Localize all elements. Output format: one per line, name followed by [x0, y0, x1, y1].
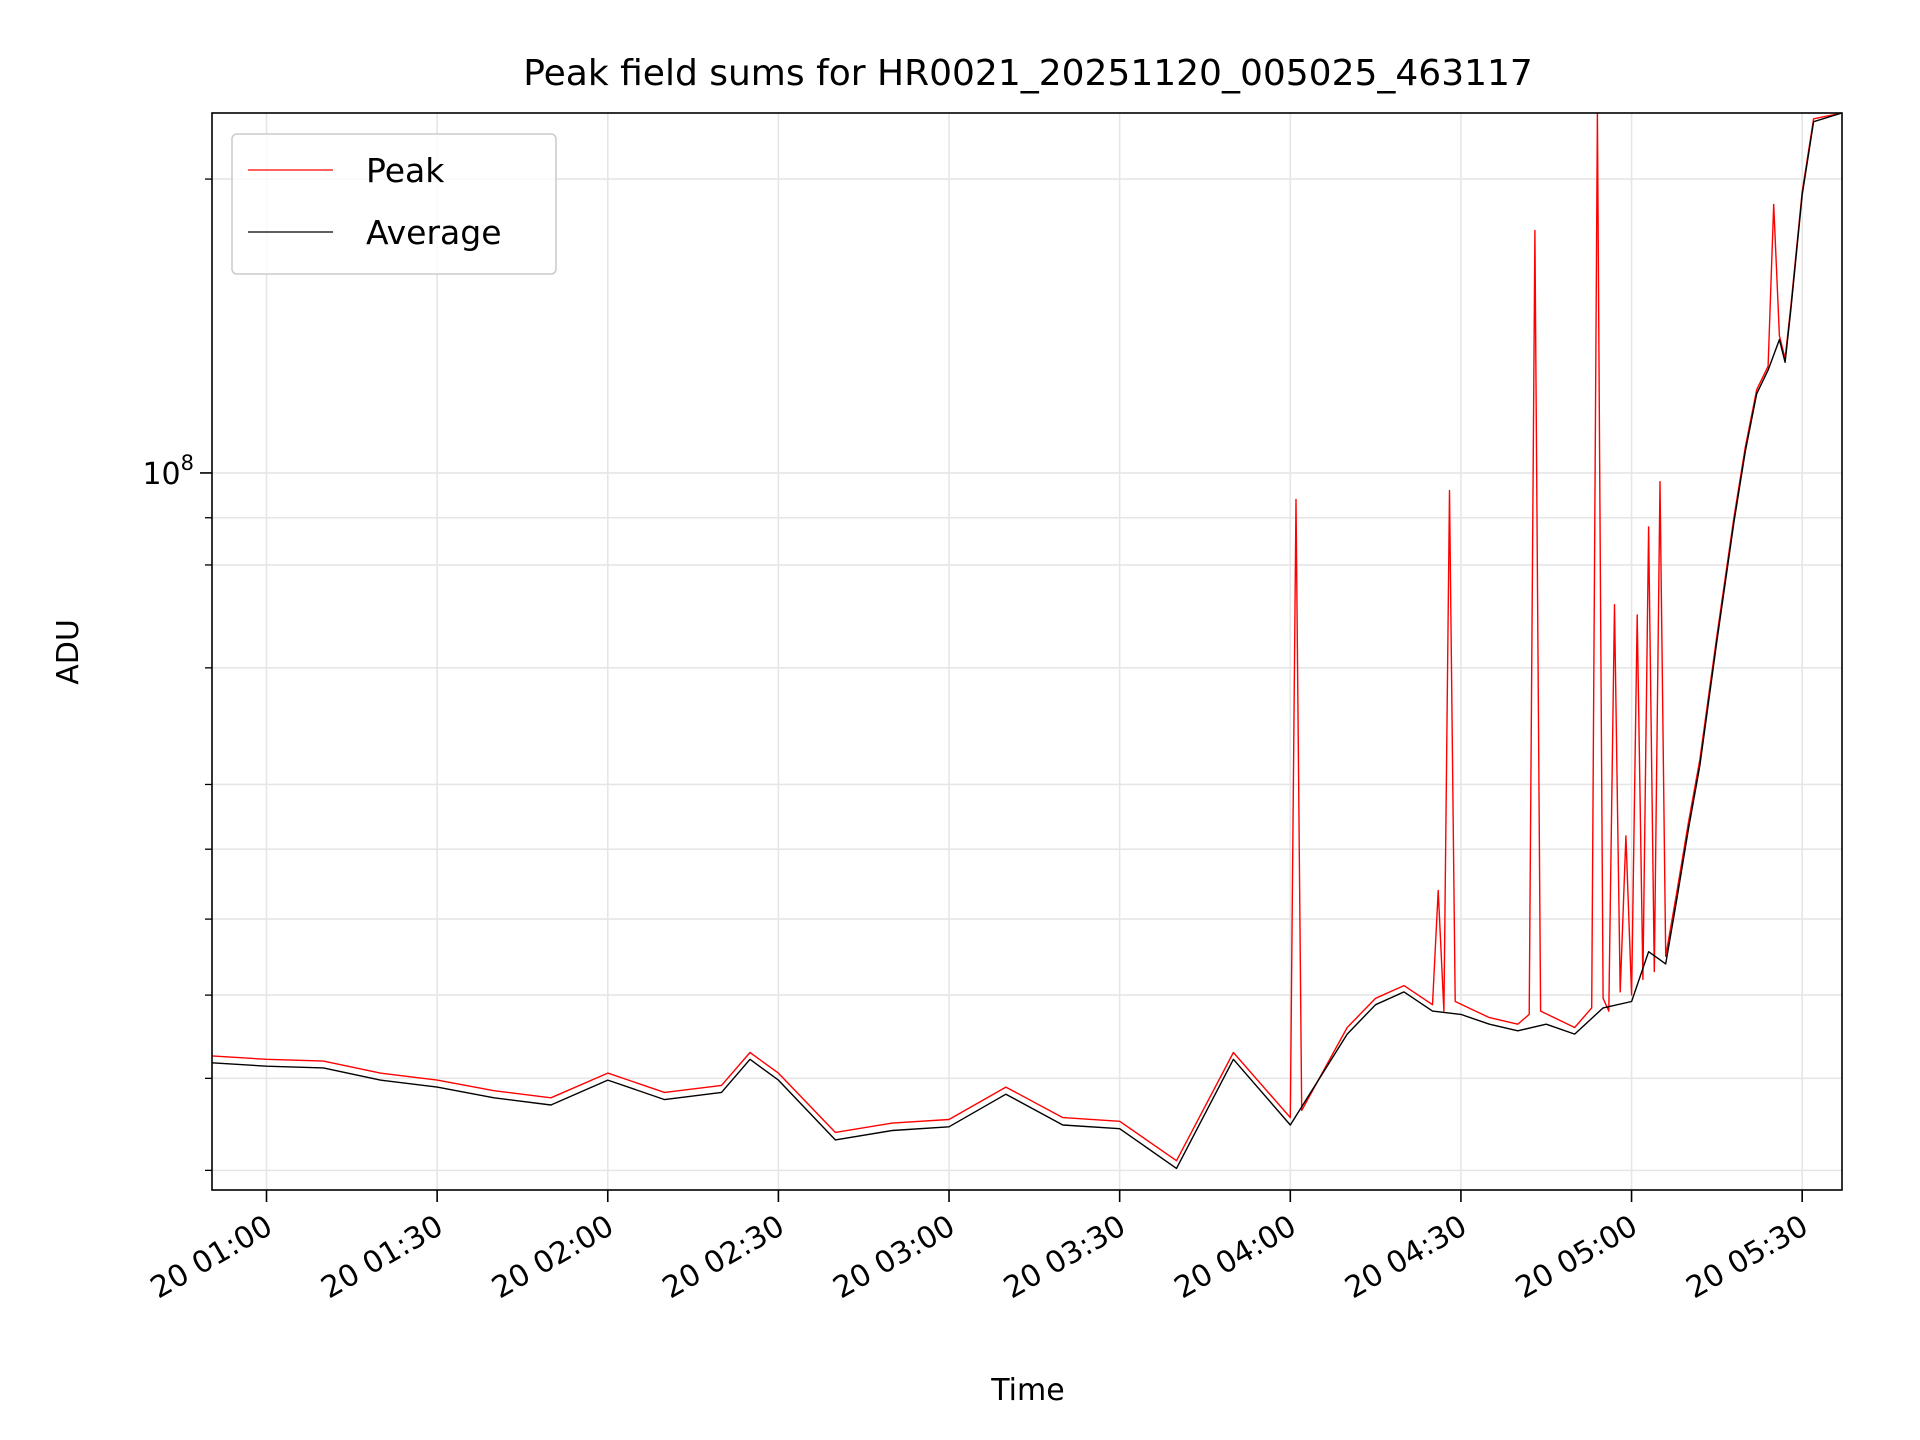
legend-label-average: Average — [366, 213, 502, 252]
series-line-average — [211, 112, 1843, 1170]
y-tick-label: 108 — [142, 451, 194, 492]
y-axis-label: ADU — [51, 619, 86, 685]
x-axis-label: Time — [990, 1373, 1064, 1408]
chart-title: Peak field sums for HR0021_20251120_0050… — [523, 53, 1533, 94]
legend-box — [231, 133, 557, 275]
legend: Peak Average — [231, 133, 557, 275]
series-layer — [211, 112, 1843, 1170]
legend-label-peak: Peak — [366, 151, 445, 190]
plot-frame — [211, 112, 1843, 1191]
series-line-peak — [211, 112, 1843, 1162]
y-axis: 108 — [142, 178, 212, 1172]
grid — [212, 113, 1842, 1190]
